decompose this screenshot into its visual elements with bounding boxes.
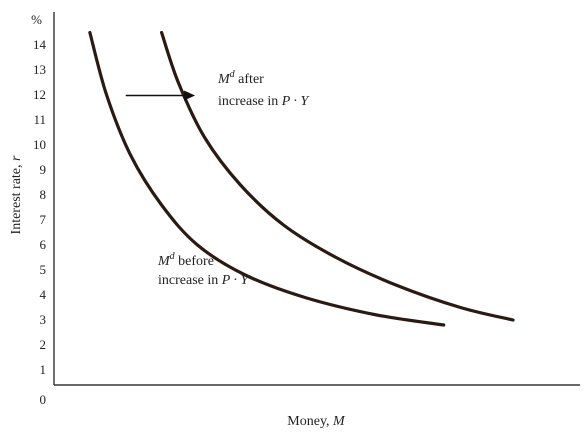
y-tick-label: 3 [40, 312, 47, 327]
annotation-before-increase: increase in [158, 273, 218, 288]
annotation-before-line1: Md before [157, 251, 214, 269]
annotation-before-py: P · Y [221, 273, 251, 288]
y-tick-label: 5 [40, 262, 47, 277]
annotation-after-increase: increase in [218, 94, 278, 109]
demand-curves [88, 30, 515, 327]
annotation-before-line2: increase in P · Y [158, 273, 251, 288]
y-tick-label: 12 [33, 87, 46, 102]
y-tick-label: 8 [40, 187, 47, 202]
annotation-after-py: P · Y [281, 94, 311, 109]
shift-arrow-head [184, 90, 196, 101]
y-tick-label: 6 [40, 237, 47, 252]
y-axis-title-text: Interest rate, [9, 161, 24, 234]
y-tick-label: 13 [33, 62, 46, 77]
md-after-curve [159, 30, 515, 322]
annotation-after-line1: Md after [217, 69, 264, 87]
annotation-after-line2: increase in P · Y [218, 94, 311, 109]
y-axis-title: Interest rate, r [9, 155, 24, 234]
shift-arrow [125, 90, 196, 101]
annotation-after-symbol: M [217, 72, 231, 87]
y-tick-label: 4 [40, 287, 47, 302]
annotation-before-text: before [178, 254, 214, 269]
y-tick-label: 2 [40, 337, 47, 352]
y-tick-label: 9 [40, 162, 47, 177]
md-before-curve [88, 30, 446, 327]
annotation-after-superscript: d [230, 69, 236, 80]
x-axis-title: Money, M [287, 414, 346, 429]
annotation-before-superscript: d [170, 251, 176, 262]
y-axis-title-symbol: r [9, 155, 24, 161]
y-unit-label: % [31, 12, 42, 27]
y-tick-label: 10 [33, 137, 46, 152]
y-tick-label: 0 [40, 392, 47, 407]
y-tick-label: 11 [33, 112, 46, 127]
y-tick-label: 7 [40, 212, 47, 227]
y-tick-label: 14 [33, 37, 47, 52]
x-axis-title-symbol: M [332, 414, 346, 429]
y-tick-label: 1 [40, 362, 47, 377]
axes: % [31, 12, 580, 386]
annotation-after-text: after [238, 72, 264, 87]
annotation-before-symbol: M [157, 254, 171, 269]
x-axis-title-text: Money, [287, 414, 333, 429]
